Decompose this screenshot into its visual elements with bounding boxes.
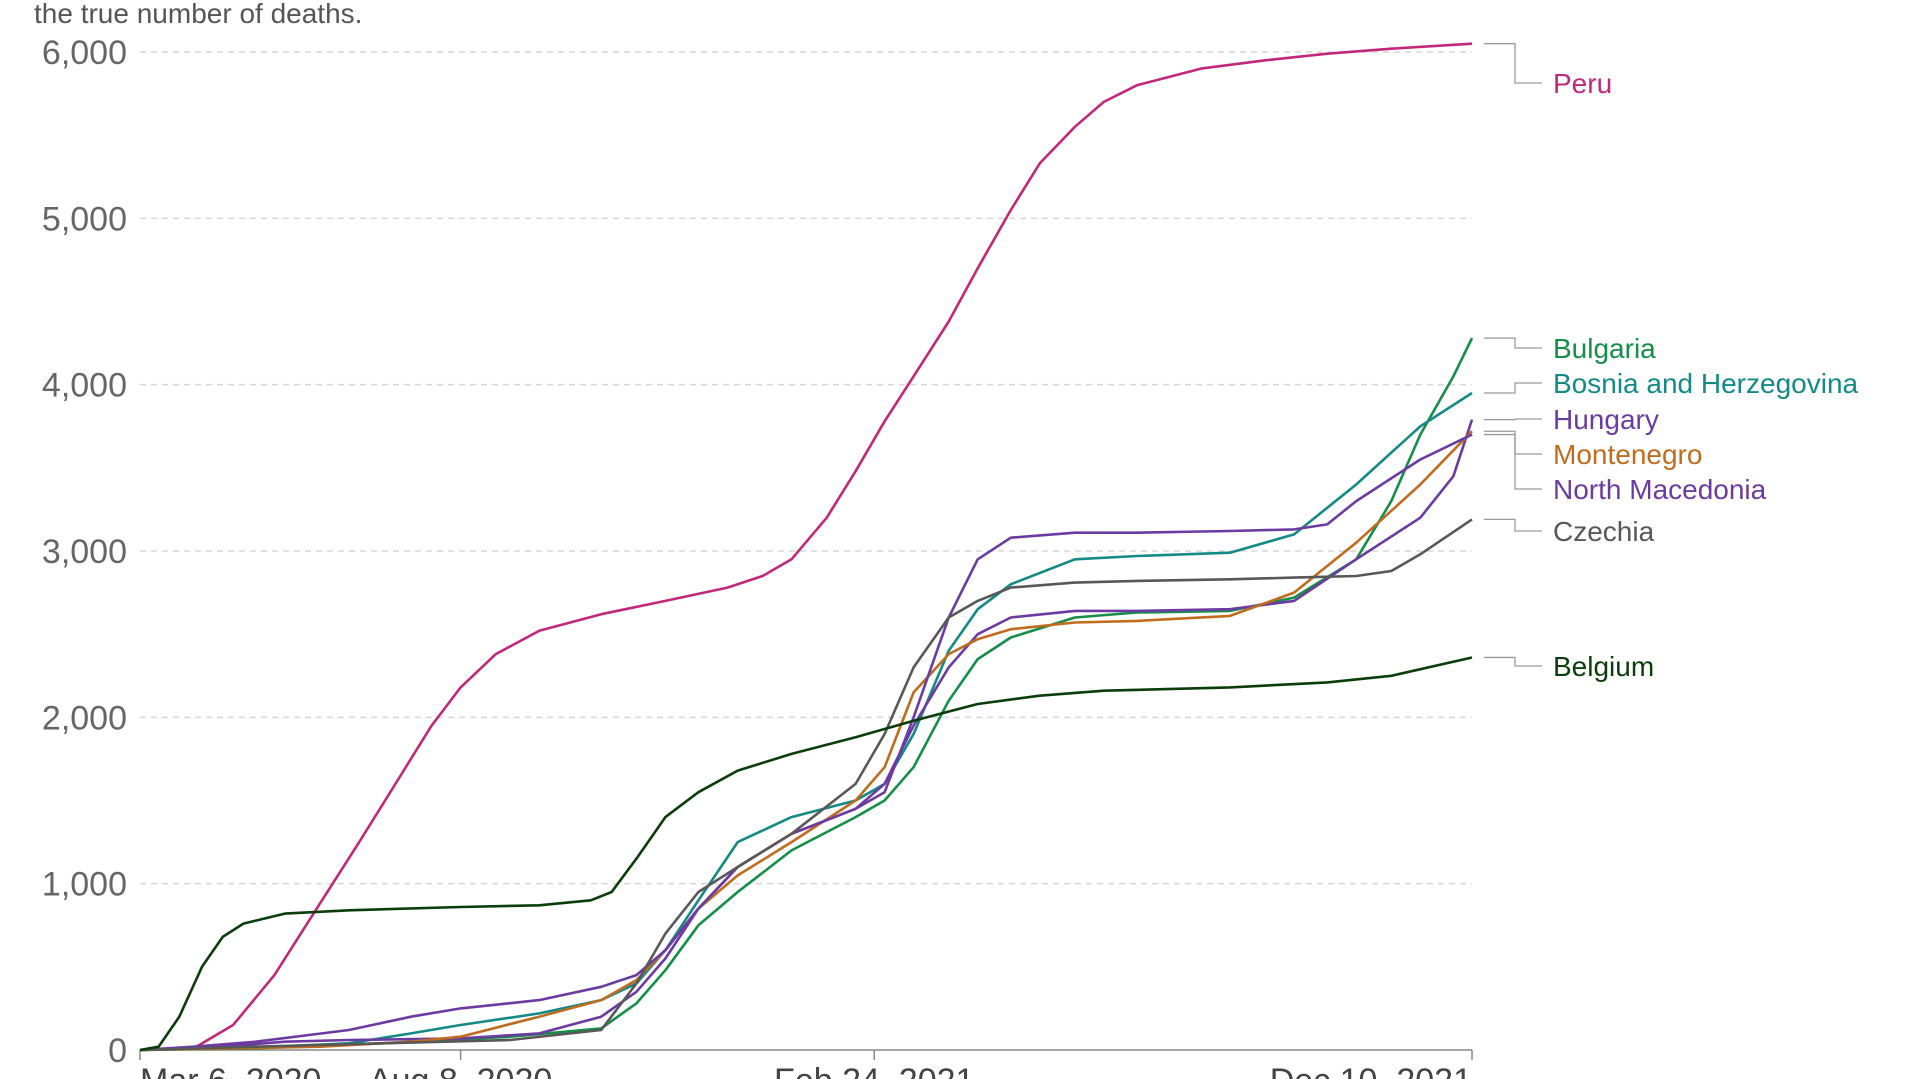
series-line-montenegro xyxy=(139,430,1473,1052)
leader-line xyxy=(1484,433,1542,490)
leader-line xyxy=(1484,382,1542,394)
series-lines xyxy=(139,42,1474,1052)
leader-line xyxy=(1484,656,1542,667)
chart-subtitle: the true number of deaths. xyxy=(34,0,363,29)
series-label-bulgaria: Bulgaria xyxy=(1553,333,1656,364)
leader-line xyxy=(1484,418,1542,421)
y-tick-label: 0 xyxy=(108,1032,127,1070)
series-label-montenegro: Montenegro xyxy=(1553,439,1702,470)
series-label-czechia: Czechia xyxy=(1553,516,1655,547)
y-tick-label: 5,000 xyxy=(42,200,127,238)
series-label-north-macedonia: North Macedonia xyxy=(1553,474,1767,505)
series-line-czechia xyxy=(139,518,1473,1052)
series-label-hungary: Hungary xyxy=(1553,404,1659,435)
x-tick-label: Dec 10, 2021 xyxy=(1270,1062,1472,1079)
series-label-peru: Peru xyxy=(1553,68,1612,99)
series-label-belgium: Belgium xyxy=(1553,651,1654,682)
leader-line xyxy=(1484,337,1542,349)
x-tick-label: Mar 6, 2020 xyxy=(140,1062,321,1079)
x-tick-label: Aug 8, 2020 xyxy=(369,1062,552,1079)
y-axis: 0 1,000 2,000 3,000 4,000 5,000 6,000 xyxy=(42,34,127,1070)
y-tick-label: 3,000 xyxy=(42,533,127,571)
y-tick-label: 2,000 xyxy=(42,699,127,737)
series-line-bosnia-and-herzegovina xyxy=(139,391,1473,1052)
x-tick-label: Feb 24, 2021 xyxy=(774,1062,974,1079)
series-line-bulgaria xyxy=(139,337,1474,1052)
y-tick-label: 1,000 xyxy=(42,866,127,904)
line-labels: Peru Bulgaria Bosnia and Herzegovina Hungar… xyxy=(1484,43,1859,682)
series-line-peru xyxy=(139,42,1473,1052)
series-line-hungary xyxy=(139,419,1474,1052)
series-label-bosnia-and-herzegovina: Bosnia and Herzegovina xyxy=(1553,368,1859,399)
gridlines xyxy=(140,51,1472,885)
y-tick-label: 6,000 xyxy=(42,34,127,72)
y-tick-label: 4,000 xyxy=(42,367,127,405)
leader-line xyxy=(1484,43,1542,84)
leader-line xyxy=(1484,518,1542,532)
x-axis: Mar 6, 2020 Aug 8, 2020 Feb 24, 2021 Dec 10… xyxy=(139,1049,1473,1079)
series-line-belgium xyxy=(139,656,1473,1052)
series-line-north-macedonia xyxy=(139,433,1473,1052)
